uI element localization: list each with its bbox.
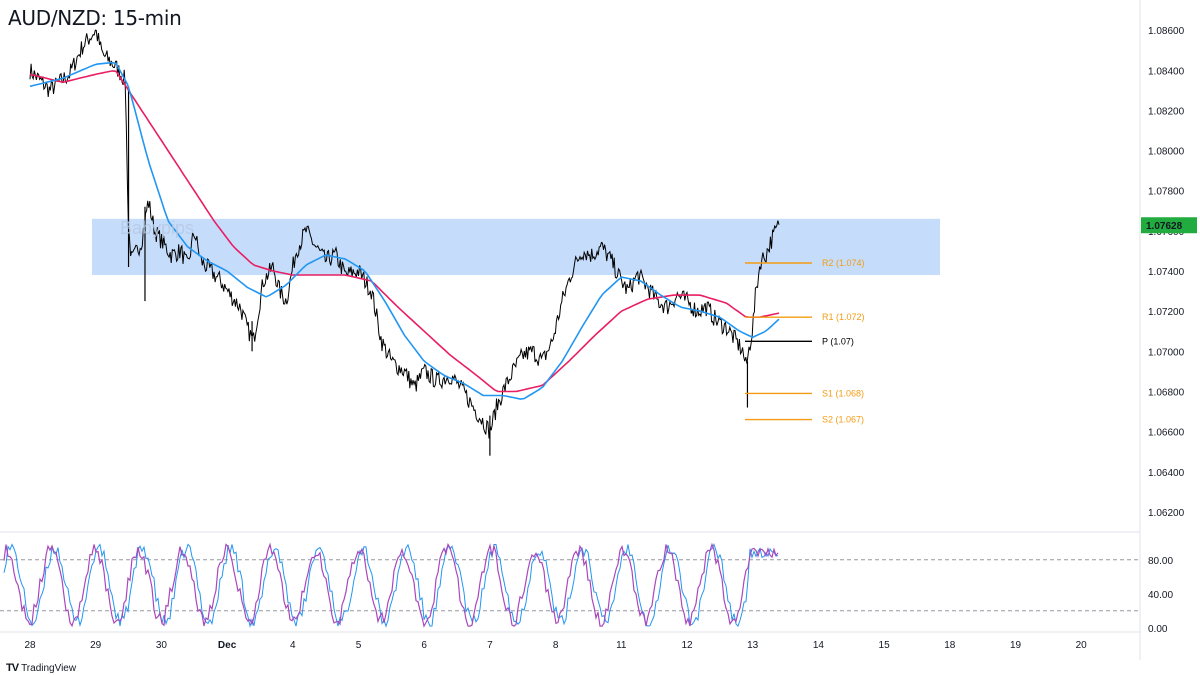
slow-moving-average-line (29, 70, 780, 393)
tradingview-brand[interactable]: TV TradingView (6, 662, 76, 674)
x-tick-label: 7 (487, 640, 493, 651)
y-tick-label: 1.08200 (1148, 106, 1185, 117)
fast-moving-average-line (29, 61, 780, 400)
y-tick-label: 1.08400 (1148, 66, 1185, 77)
x-tick-label: 5 (356, 640, 362, 651)
pivot-label: R2 (1.074) (822, 258, 865, 268)
y-tick-label: 1.06600 (1148, 428, 1185, 439)
pivot-label: S1 (1.068) (822, 388, 864, 398)
y-tick-label: 1.07200 (1148, 307, 1185, 318)
stochastic-k-line (3, 543, 779, 629)
watermark: Babypips (120, 218, 195, 238)
chart-title: AUD/NZD: 15-min (8, 6, 182, 30)
x-tick-label: 15 (879, 640, 891, 651)
x-tick-label: 14 (813, 640, 825, 651)
x-tick-label: 18 (944, 640, 956, 651)
y-tick-label: 1.08000 (1148, 147, 1185, 158)
stochastic-panel: 80.00 40.00 0.00 (0, 542, 1173, 635)
stoch-y-tick-label: 80.00 (1148, 556, 1173, 567)
x-tick-label: 29 (90, 640, 102, 651)
moving-averages (29, 61, 780, 400)
tradingview-logo-icon: TV (6, 662, 19, 674)
stochastic-d-line (3, 542, 779, 628)
y-tick-label: 1.07000 (1148, 347, 1185, 358)
pivot-label: R1 (1.072) (822, 312, 865, 322)
y-tick-label: 1.07400 (1148, 267, 1185, 278)
brand-name: TradingView (21, 662, 77, 674)
y-tick-label: 1.07800 (1148, 187, 1185, 198)
x-tick-label: 4 (290, 640, 296, 651)
stoch-y-tick-label: 40.00 (1148, 590, 1173, 601)
x-tick-label: 12 (681, 640, 693, 651)
x-tick-label: 13 (747, 640, 759, 651)
stoch-y-tick-label: 0.00 (1148, 624, 1168, 635)
y-tick-label: 1.08600 (1148, 26, 1185, 37)
x-tick-label: 19 (1010, 640, 1022, 651)
pivot-label: S2 (1.067) (822, 415, 864, 425)
x-tick-label: Dec (218, 640, 237, 651)
y-tick-label: 1.06400 (1148, 468, 1185, 479)
pivot-label: P (1.07) (822, 336, 854, 346)
x-tick-label: 11 (616, 640, 627, 651)
y-tick-label: 1.06200 (1148, 508, 1185, 519)
x-tick-label: 30 (156, 640, 168, 651)
last-price-badge (1141, 217, 1197, 234)
x-tick-label: 28 (24, 640, 36, 651)
axes: 1.08600 1.08400 1.08200 1.08000 1.07800 1.076… (0, 0, 1197, 660)
last-price-label: 1.07628 (1146, 221, 1183, 232)
x-tick-label: 20 (1076, 640, 1088, 651)
pivot-levels: R2 (1.074) R1 (1.072) P (1.07) S1 (1.068) S2… (745, 258, 865, 425)
x-tick-label: 8 (553, 640, 559, 651)
y-tick-label: 1.06800 (1148, 387, 1185, 398)
x-tick-label: 6 (421, 640, 427, 651)
